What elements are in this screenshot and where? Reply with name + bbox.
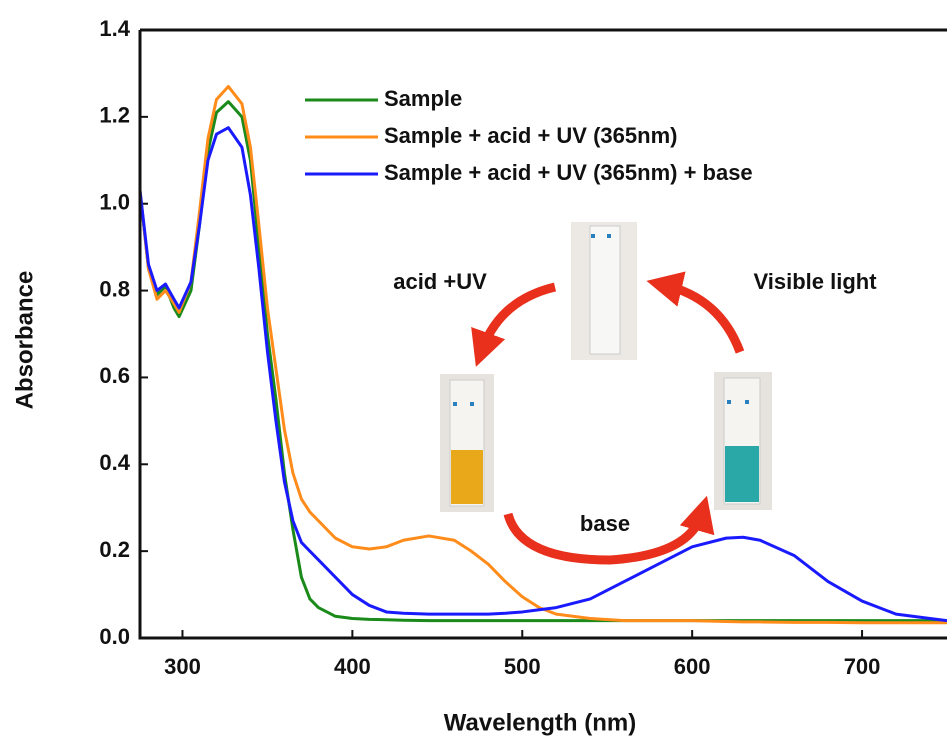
chart: Wavelength (nm) Absorbance 0.0 0.2 0.4 0.6 0… (0, 0, 947, 749)
legend-label: Sample + acid + UV (365nm) (384, 123, 677, 148)
y-axis-label: Absorbance (11, 271, 38, 410)
y-tick-label: 1.0 (99, 190, 130, 215)
x-tick-label: 300 (164, 654, 201, 679)
cuvette-left (440, 374, 494, 512)
annotation: base (580, 511, 630, 536)
cuvette-top (571, 222, 637, 360)
arrow (482, 287, 555, 350)
y-tick-label: 0.2 (99, 537, 130, 562)
y-tick-label: 0.0 (99, 624, 130, 649)
y-tick-label: 0.4 (99, 450, 130, 475)
x-tick-label: 500 (504, 654, 541, 679)
y-tick-label: 0.8 (99, 276, 130, 301)
x-tick-label: 700 (844, 654, 881, 679)
annotation: Visible light (753, 269, 877, 294)
x-tick-label: 400 (334, 654, 371, 679)
legend-label: Sample (384, 86, 462, 111)
x-tick-label: 600 (674, 654, 711, 679)
y-tick-label: 0.6 (99, 363, 130, 388)
cuvette-right (714, 372, 772, 510)
y-tick-label: 1.4 (99, 16, 130, 41)
annotation: acid +UV (393, 269, 487, 294)
arrow (664, 285, 740, 352)
legend-label: Sample + acid + UV (365nm) + base (384, 160, 753, 185)
x-axis-label: Wavelength (nm) (444, 709, 636, 736)
y-tick-label: 1.2 (99, 103, 130, 128)
